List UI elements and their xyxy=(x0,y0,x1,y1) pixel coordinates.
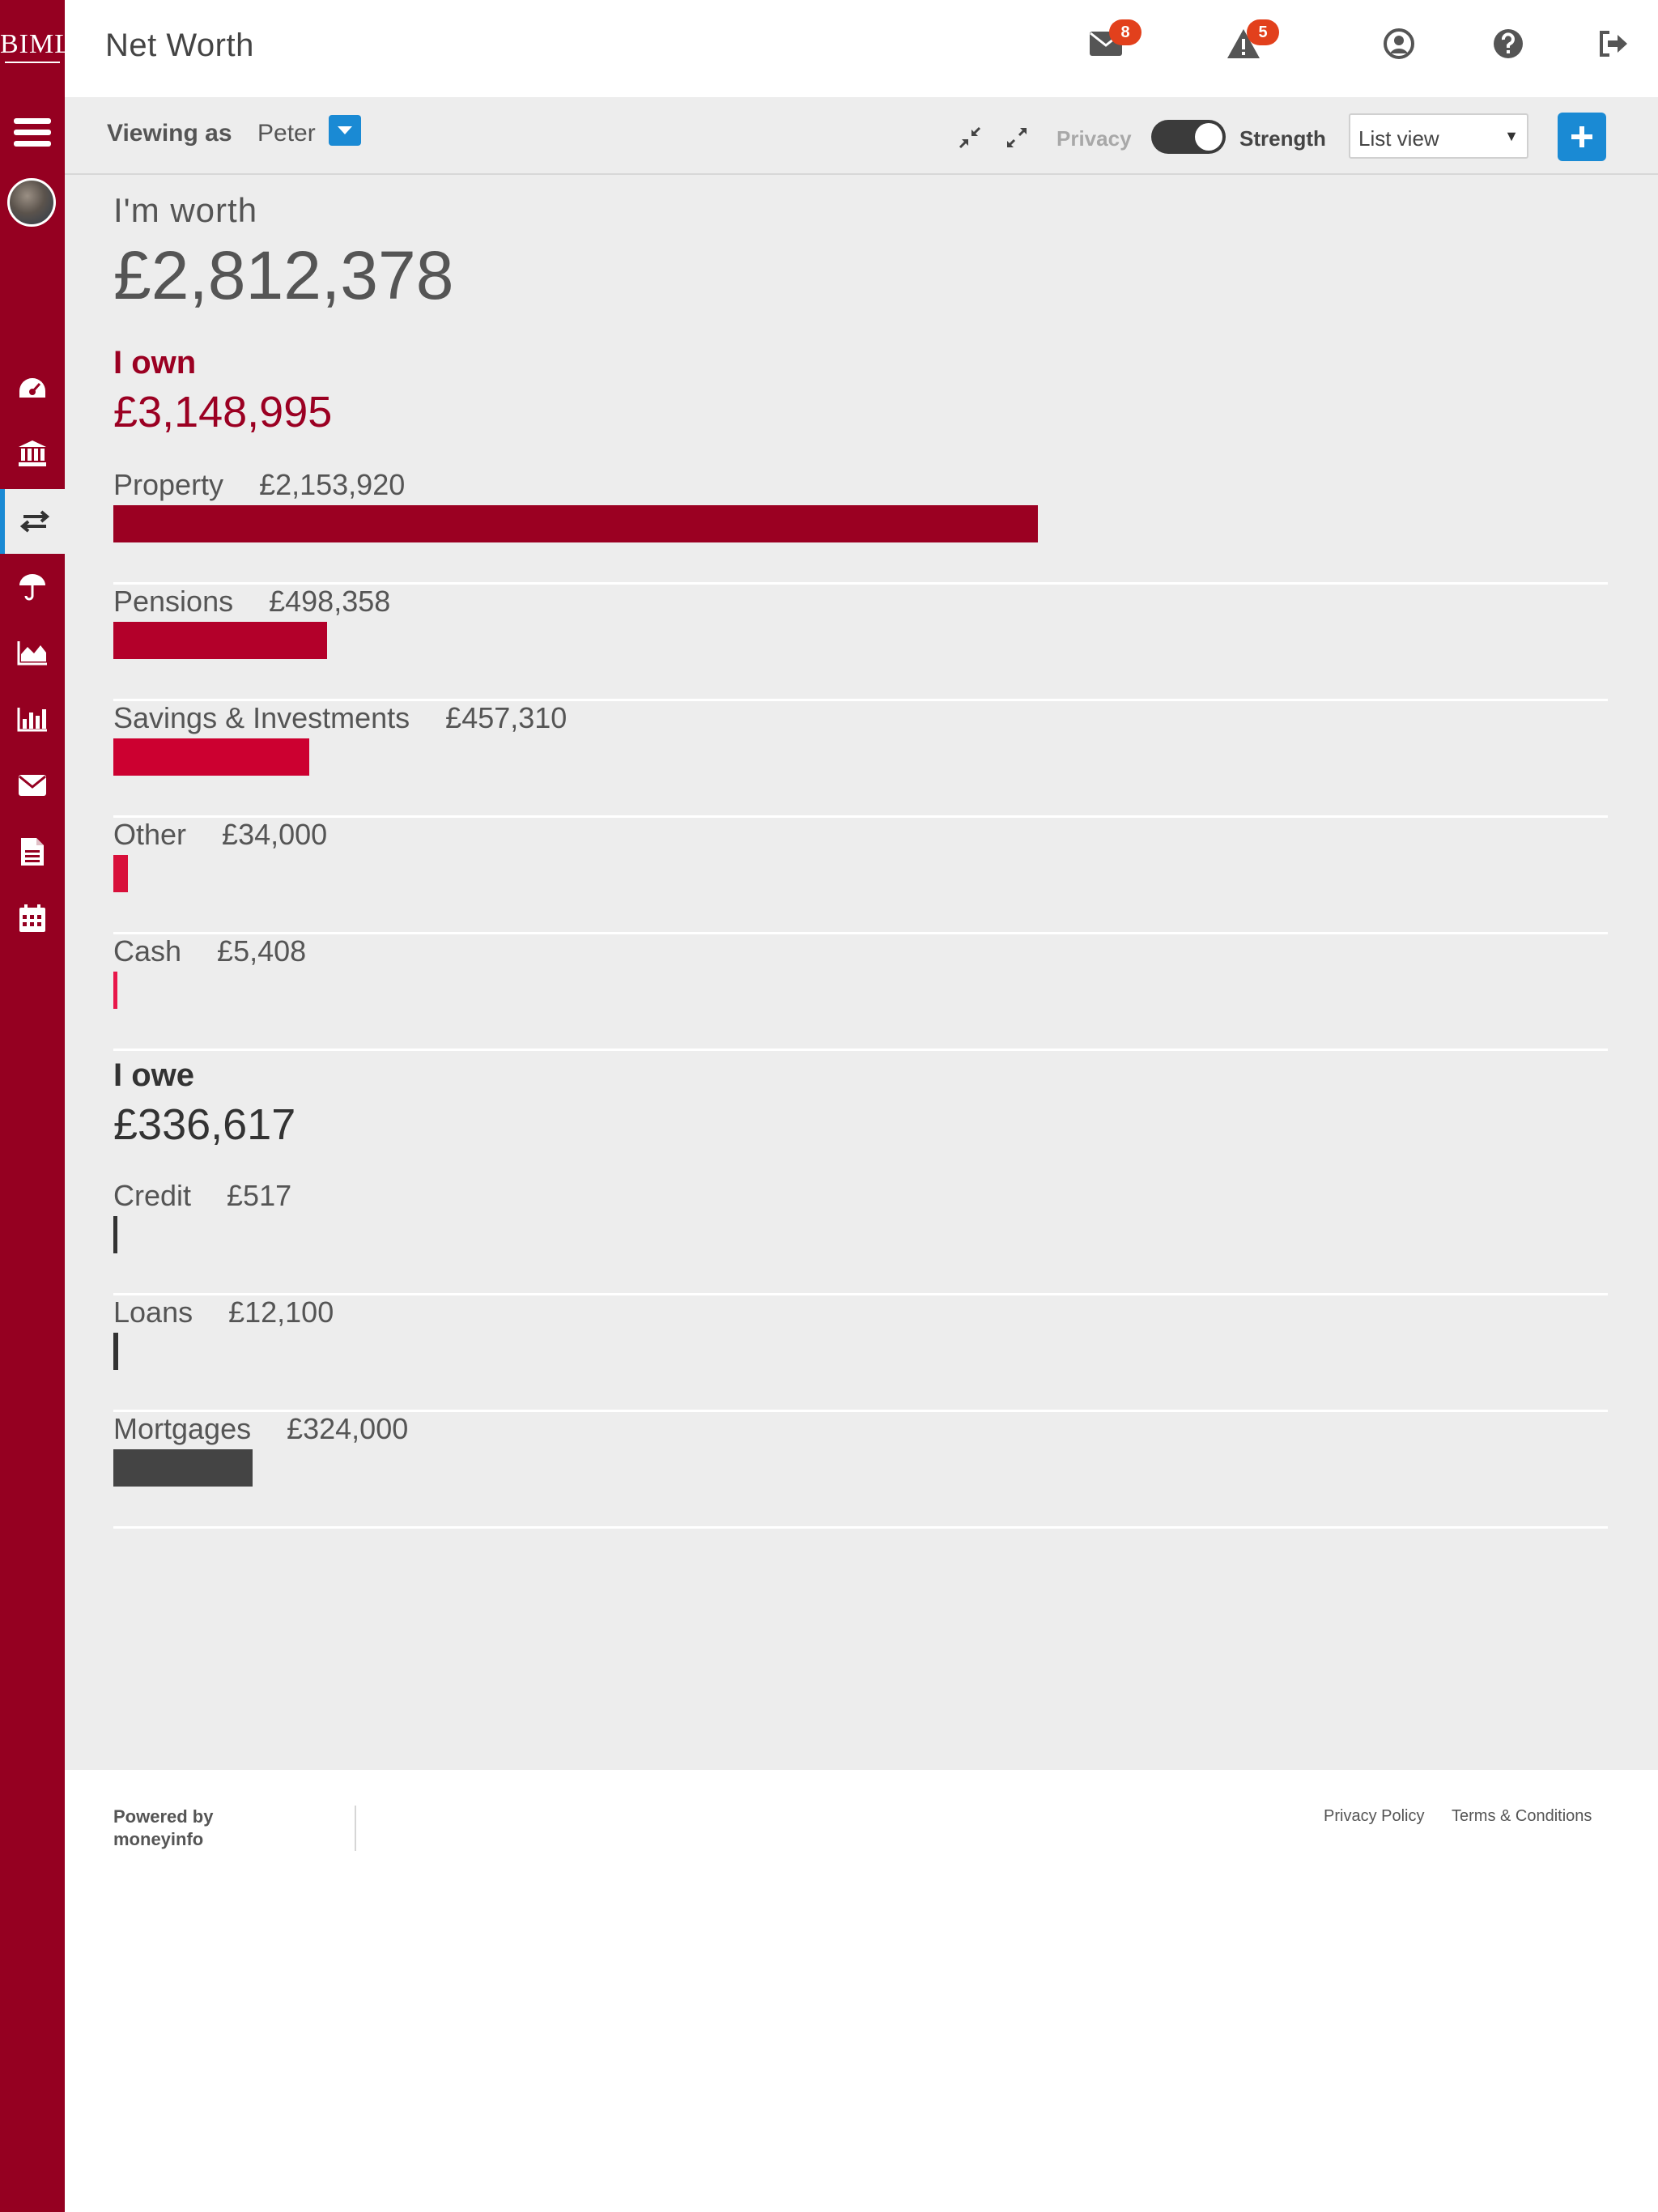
liability-label: Mortgages £324,000 xyxy=(113,1412,409,1445)
sidebar-item-protection[interactable] xyxy=(0,554,65,619)
area-chart-icon xyxy=(17,641,47,666)
expand-icon xyxy=(1006,127,1027,148)
toolbar: Viewing as Peter Privacy Strength List v… xyxy=(65,97,1658,175)
viewer-dropdown-button[interactable] xyxy=(329,115,361,146)
sidebar-item-calendar[interactable] xyxy=(0,886,65,951)
asset-row-property[interactable]: Property £2,153,920 xyxy=(113,468,1608,585)
asset-bar-property xyxy=(113,505,1038,542)
warning-icon xyxy=(1227,29,1260,58)
asset-label: Savings & Investments £457,310 xyxy=(113,701,568,734)
strength-label: Strength xyxy=(1239,126,1326,151)
view-select[interactable]: List view ▼ xyxy=(1349,113,1528,159)
privacy-label: Privacy xyxy=(1056,126,1132,151)
asset-bar-savings xyxy=(113,738,309,776)
bar-chart-icon xyxy=(17,708,47,732)
messages-badge: 8 xyxy=(1109,19,1141,45)
header: Net Worth 8 5 xyxy=(65,0,1658,97)
profile-button[interactable] xyxy=(1367,11,1431,76)
logo-underline xyxy=(5,62,60,63)
asset-row-pensions[interactable]: Pensions £498,358 xyxy=(113,585,1608,701)
view-select-value: List view xyxy=(1358,126,1439,151)
logo: BIML xyxy=(0,29,72,59)
liability-bar-credit xyxy=(113,1216,117,1253)
dashboard-icon xyxy=(19,378,45,398)
sidebar: BIML xyxy=(0,0,72,2212)
liability-bar-loans xyxy=(113,1333,118,1370)
messages-button[interactable]: 8 xyxy=(1073,11,1141,76)
liability-bar-mortgages xyxy=(113,1449,253,1487)
asset-bar-other xyxy=(113,855,128,892)
sidebar-item-area-chart[interactable] xyxy=(0,620,65,685)
asset-bar-pensions xyxy=(113,622,327,659)
compress-icon xyxy=(959,126,981,149)
asset-label: Property £2,153,920 xyxy=(113,468,406,501)
transfer-icon xyxy=(20,510,49,533)
asset-label: Cash £5,408 xyxy=(113,934,307,968)
alerts-button[interactable]: 5 xyxy=(1211,11,1279,76)
privacy-policy-link[interactable]: Privacy Policy xyxy=(1324,1807,1425,1825)
umbrella-icon xyxy=(19,574,45,601)
help-icon xyxy=(1494,29,1523,58)
viewing-as-label: Viewing as xyxy=(107,120,232,147)
user-icon xyxy=(1384,28,1414,59)
document-icon xyxy=(21,838,44,866)
toggle-knob xyxy=(1195,123,1222,151)
asset-row-other[interactable]: Other £34,000 xyxy=(113,818,1608,934)
bank-icon xyxy=(19,440,46,466)
menu-button[interactable] xyxy=(0,100,65,165)
asset-label: Other £34,000 xyxy=(113,818,328,851)
liability-row-loans[interactable]: Loans £12,100 xyxy=(113,1295,1608,1412)
page-title: Net Worth xyxy=(105,28,254,63)
footer-divider xyxy=(355,1806,356,1851)
own-heading: I own xyxy=(113,345,197,381)
expand-button[interactable] xyxy=(1002,123,1031,152)
owe-heading: I owe xyxy=(113,1057,195,1093)
asset-bar-cash xyxy=(113,972,117,1009)
terms-link[interactable]: Terms & Conditions xyxy=(1452,1807,1592,1825)
powered-by: Powered by moneyinfo xyxy=(113,1806,214,1849)
alerts-badge: 5 xyxy=(1247,19,1279,45)
mail-icon xyxy=(19,775,46,796)
asset-row-savings[interactable]: Savings & Investments £457,310 xyxy=(113,701,1608,818)
menu-icon xyxy=(14,118,51,147)
liability-row-credit[interactable]: Credit £517 xyxy=(113,1179,1608,1295)
worth-label: I'm worth xyxy=(113,191,258,229)
sidebar-item-net-worth[interactable] xyxy=(0,489,65,554)
own-total: £3,148,995 xyxy=(113,388,333,436)
collapse-button[interactable] xyxy=(955,123,984,152)
calendar-icon xyxy=(19,904,45,932)
sidebar-item-bar-chart[interactable] xyxy=(0,687,65,751)
sidebar-item-bank[interactable] xyxy=(0,421,65,486)
worth-value: £2,812,378 xyxy=(113,237,454,313)
sidebar-item-messages[interactable] xyxy=(0,753,65,818)
main-content: I'm worth £2,812,378 I own £3,148,995 Pr… xyxy=(65,175,1658,1770)
caret-down-icon xyxy=(338,126,352,134)
sidebar-item-documents[interactable] xyxy=(0,819,65,884)
add-button[interactable] xyxy=(1558,113,1606,161)
sidebar-item-dashboard[interactable] xyxy=(0,356,65,421)
logout-icon xyxy=(1600,31,1627,57)
liability-label: Loans £12,100 xyxy=(113,1295,334,1329)
privacy-toggle[interactable] xyxy=(1151,120,1226,154)
plus-icon xyxy=(1571,126,1592,147)
asset-row-cash[interactable]: Cash £5,408 xyxy=(113,934,1608,1051)
asset-label: Pensions £498,358 xyxy=(113,585,391,618)
viewer-name: Peter xyxy=(257,120,316,147)
liability-row-mortgages[interactable]: Mortgages £324,000 xyxy=(113,1412,1608,1529)
select-arrow-icon: ▼ xyxy=(1504,128,1519,144)
help-button[interactable] xyxy=(1476,11,1541,76)
owe-total: £336,617 xyxy=(113,1100,296,1149)
logout-button[interactable] xyxy=(1580,11,1645,76)
liability-label: Credit £517 xyxy=(113,1179,292,1212)
avatar[interactable] xyxy=(7,178,56,227)
footer: Powered by moneyinfo Privacy Policy Term… xyxy=(65,1770,1658,2212)
